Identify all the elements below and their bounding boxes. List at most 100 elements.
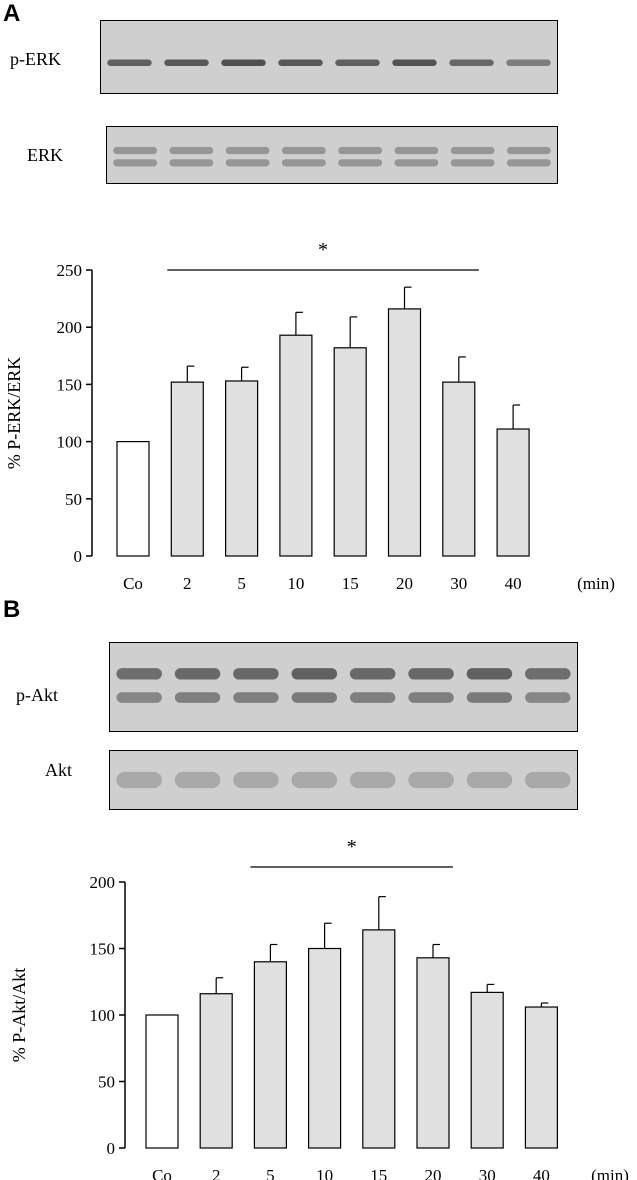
x-tick-label: 15 [342,574,359,593]
blot-band [466,668,513,680]
blot-bands [116,668,571,703]
blot-band [174,668,221,680]
blot-band [450,159,495,167]
blot-band [169,159,214,167]
bar [470,991,504,1149]
blot-band [291,692,338,703]
blot-band [335,59,380,66]
bar [496,428,530,557]
y-tick-label: 100 [57,433,83,452]
blot-band [278,59,323,66]
blot-band [349,668,396,680]
blot-bands [113,146,551,167]
bar [145,1014,179,1149]
blot-label-p-erk: p-ERK [10,49,61,69]
blot-band [233,668,279,680]
blot-band [408,668,454,680]
panel-letter-a: A [3,0,21,27]
x-tick-label: 20 [425,1166,442,1180]
y-tick-label: 200 [90,873,116,892]
blot-label-akt: Akt [45,760,72,780]
bar [308,947,342,1149]
blot-band [506,59,551,66]
blot-band [408,692,454,703]
blot-band [225,159,270,167]
bar [116,441,150,557]
bar [387,308,422,557]
blot-band [291,668,338,680]
significance-asterisk: * [347,836,357,858]
blot-band [116,771,162,789]
x-tick-label: 5 [266,1166,275,1180]
blot-band [349,771,396,789]
bar [362,929,396,1149]
x-tick-label: 15 [370,1166,387,1180]
blot-band [525,771,571,789]
panel-letter-b: B [3,596,21,623]
bar [225,380,259,557]
bar [416,957,450,1149]
bar [199,993,233,1149]
bar [442,381,476,557]
blot-band [394,159,439,167]
x-tick-label: 30 [450,574,467,593]
blot-band [169,146,214,155]
y-tick-label: 0 [107,1139,116,1158]
blot-bands [116,771,571,789]
bar [170,381,204,557]
blot-band [113,159,158,167]
blot-band [338,159,383,167]
blot-band [281,146,326,155]
blot-band [116,692,162,703]
blot-bands [107,59,551,66]
bar [279,334,313,557]
blot-image-p-erk [100,20,558,94]
blot-band [349,692,396,703]
blot-band [466,692,513,703]
blot-band [233,692,279,703]
blot-band [221,59,266,66]
blot-image-akt [109,750,578,810]
blot-band [506,146,551,155]
chart-p-akt-ratio: 0 50 100 150 200 % P-Akt/Akt Co 2 5 10 15 20 30 40 (mi… [9,836,629,1180]
bar [333,347,367,557]
blot-band [525,668,571,680]
chart-p-erk-ratio: 0 50 100 150 200 250 % P-ERK/ERK Co 2 5 10 15 20 30 40… [4,239,615,593]
blot-image-erk [106,126,558,184]
x-tick-label: Co [123,574,143,593]
blot-band [525,692,571,703]
blot-band [394,146,439,155]
x-tick-label: 2 [183,574,192,593]
y-tick-label: 0 [74,547,83,566]
blot-band [466,771,513,789]
blot-band [281,159,326,167]
blot-label-p-akt: p-Akt [16,685,58,705]
y-tick-label: 150 [90,940,116,959]
blot-band [392,59,437,66]
blot-band [174,692,221,703]
blot-band [113,146,158,155]
bar [253,961,287,1149]
blot-band [338,146,383,155]
x-tick-label: 40 [505,574,522,593]
blot-band [408,771,454,789]
y-tick-label: 100 [90,1006,116,1025]
blot-band [233,771,279,789]
x-tick-label: 20 [396,574,413,593]
y-tick-label: 250 [57,261,83,280]
blot-band [116,668,162,680]
x-tick-label: 10 [287,574,304,593]
x-unit-label: (min) [577,574,615,593]
significance-asterisk: * [318,239,328,261]
y-axis-label: % P-ERK/ERK [4,357,24,470]
blot-band [506,159,551,167]
x-tick-label: 2 [212,1166,221,1180]
x-tick-label: 40 [533,1166,550,1180]
x-tick-label: 10 [316,1166,333,1180]
blot-image-p-akt [109,642,578,732]
x-tick-label: 30 [479,1166,496,1180]
x-tick-label: 5 [237,574,246,593]
x-unit-label: (min) [591,1166,629,1180]
blot-band [164,59,209,66]
blot-band [107,59,152,66]
